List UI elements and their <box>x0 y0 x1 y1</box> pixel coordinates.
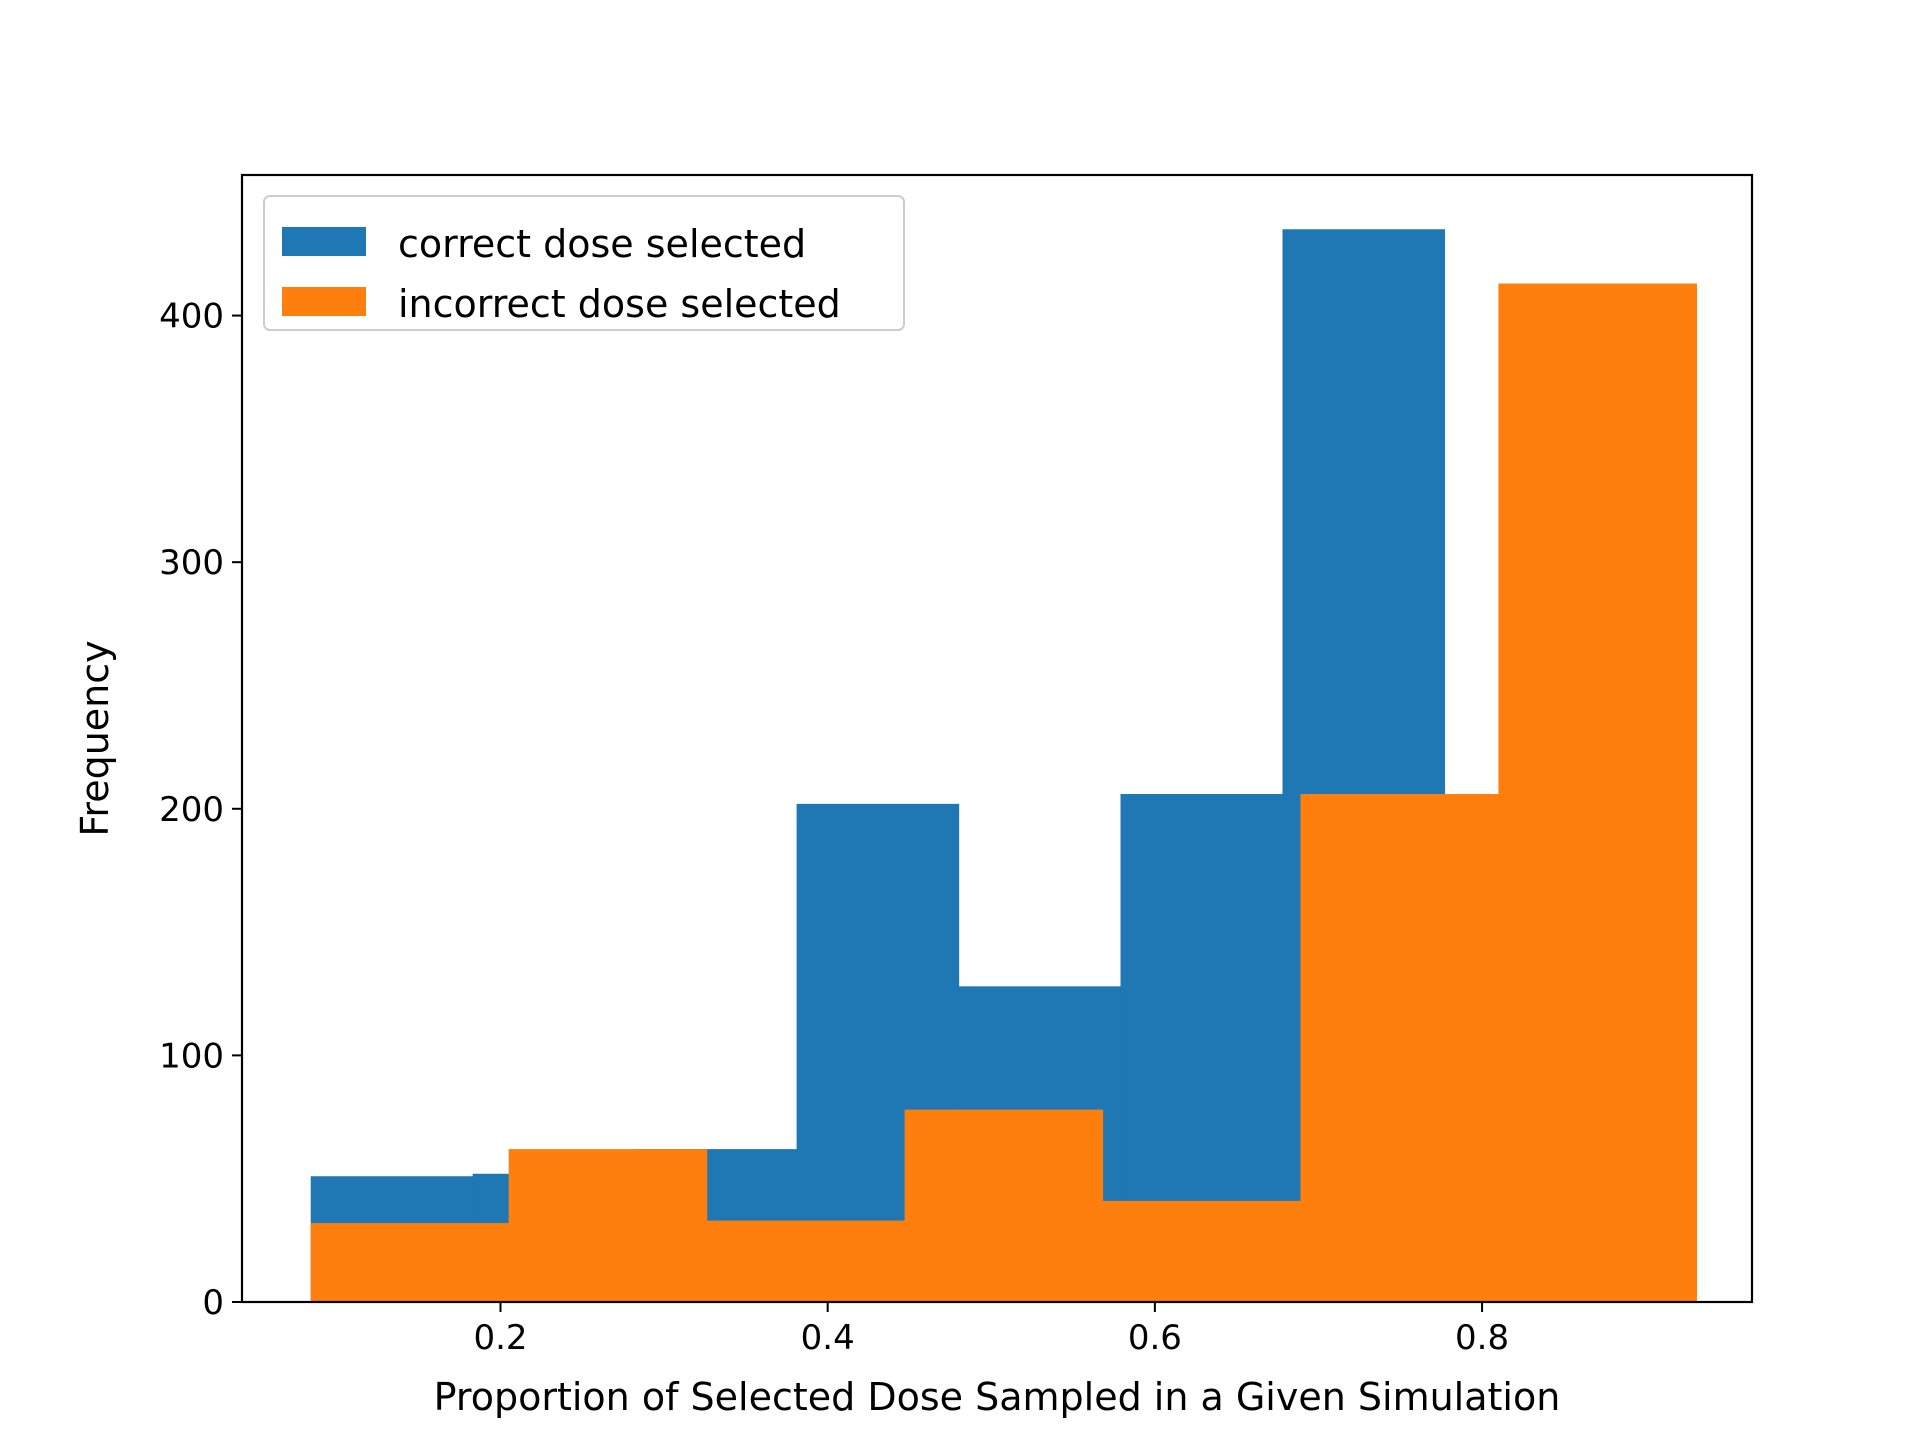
y-axis-label: Frequency <box>73 640 117 836</box>
y-tick-label: 300 <box>159 543 224 583</box>
y-tick-label: 200 <box>159 790 224 830</box>
y-tick-label: 0 <box>202 1283 224 1323</box>
x-tick-label: 0.2 <box>473 1318 527 1358</box>
bar-series-2-bin-4 <box>904 1109 1104 1302</box>
legend-swatch <box>282 287 366 316</box>
x-axis: 0.2 0.4 0.6 0.8 <box>473 1302 1509 1358</box>
bar-series-2-bin-2 <box>508 1149 708 1302</box>
legend-entry-label: incorrect dose selected <box>398 282 841 326</box>
bar-series-2-bin-1 <box>310 1223 510 1302</box>
bar-series-2-bin-3 <box>706 1220 906 1302</box>
x-tick-label: 0.6 <box>1128 1318 1182 1358</box>
legend-box <box>263 195 905 331</box>
legend-swatch <box>282 227 366 256</box>
y-axis: 0 100 200 300 400 <box>159 297 242 1323</box>
bar-series-2-bin-7 <box>1498 283 1697 1302</box>
x-axis-label: Proportion of Selected Dose Sampled in a… <box>434 1375 1561 1419</box>
bar-series-2-bin-6 <box>1300 793 1500 1302</box>
x-tick-label: 0.4 <box>801 1318 855 1358</box>
bar-series-2-bin-5 <box>1102 1200 1302 1302</box>
y-tick-label: 400 <box>159 297 224 337</box>
bars-layer <box>310 229 1697 1303</box>
legend-entry-label: correct dose selected <box>398 222 806 266</box>
x-tick-label: 0.8 <box>1455 1318 1509 1358</box>
y-tick-label: 100 <box>159 1036 224 1076</box>
axes-frame <box>240 173 1754 1304</box>
legend: correct dose selected incorrect dose sele… <box>263 195 905 331</box>
